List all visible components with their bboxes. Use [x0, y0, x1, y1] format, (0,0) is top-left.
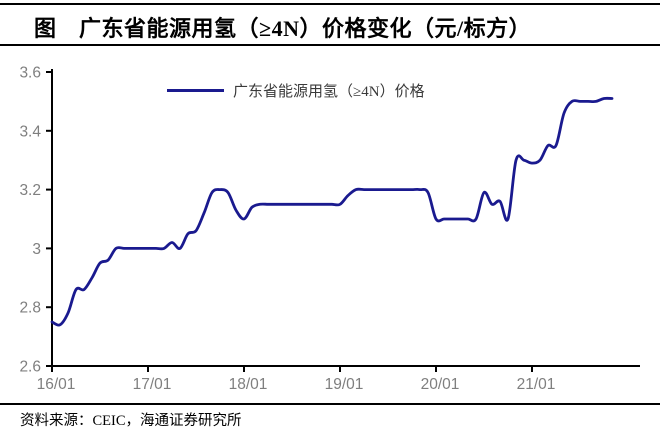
- y-axis-tick-label: 3.6: [19, 65, 41, 82]
- x-axis-tick-label: 20/01: [421, 376, 460, 393]
- x-axis-tick-label: 19/01: [325, 376, 364, 393]
- x-axis-tick-label: 17/01: [133, 376, 172, 393]
- legend-label: 广东省能源用氢（≥4N）价格: [233, 83, 425, 100]
- y-axis-tick-label: 3.2: [19, 182, 41, 199]
- top-border-line: [0, 3, 660, 5]
- price-series-line: [50, 96, 614, 327]
- x-axis-tick-label: 16/01: [37, 376, 76, 393]
- y-axis-tick-label: 2.6: [19, 359, 41, 376]
- source-note: 资料来源：CEIC，海通证券研究所: [20, 413, 242, 429]
- title-separator-line: [0, 44, 660, 46]
- legend-line-swatch: [167, 88, 224, 92]
- x-axis-tick-label: 21/01: [517, 376, 556, 393]
- y-axis-tick-label: 3: [32, 241, 41, 258]
- figure-title: 图 广东省能源用氢（≥4N）价格变化（元/标方）: [34, 16, 532, 41]
- chart-legend: 广东省能源用氢（≥4N）价格: [167, 81, 425, 100]
- y-axis-tick-label: 3.4: [19, 123, 41, 140]
- y-axis-tick-label: 2.8: [19, 300, 41, 317]
- x-axis-tick-label: 18/01: [229, 376, 268, 393]
- footer-separator-line: [0, 403, 660, 405]
